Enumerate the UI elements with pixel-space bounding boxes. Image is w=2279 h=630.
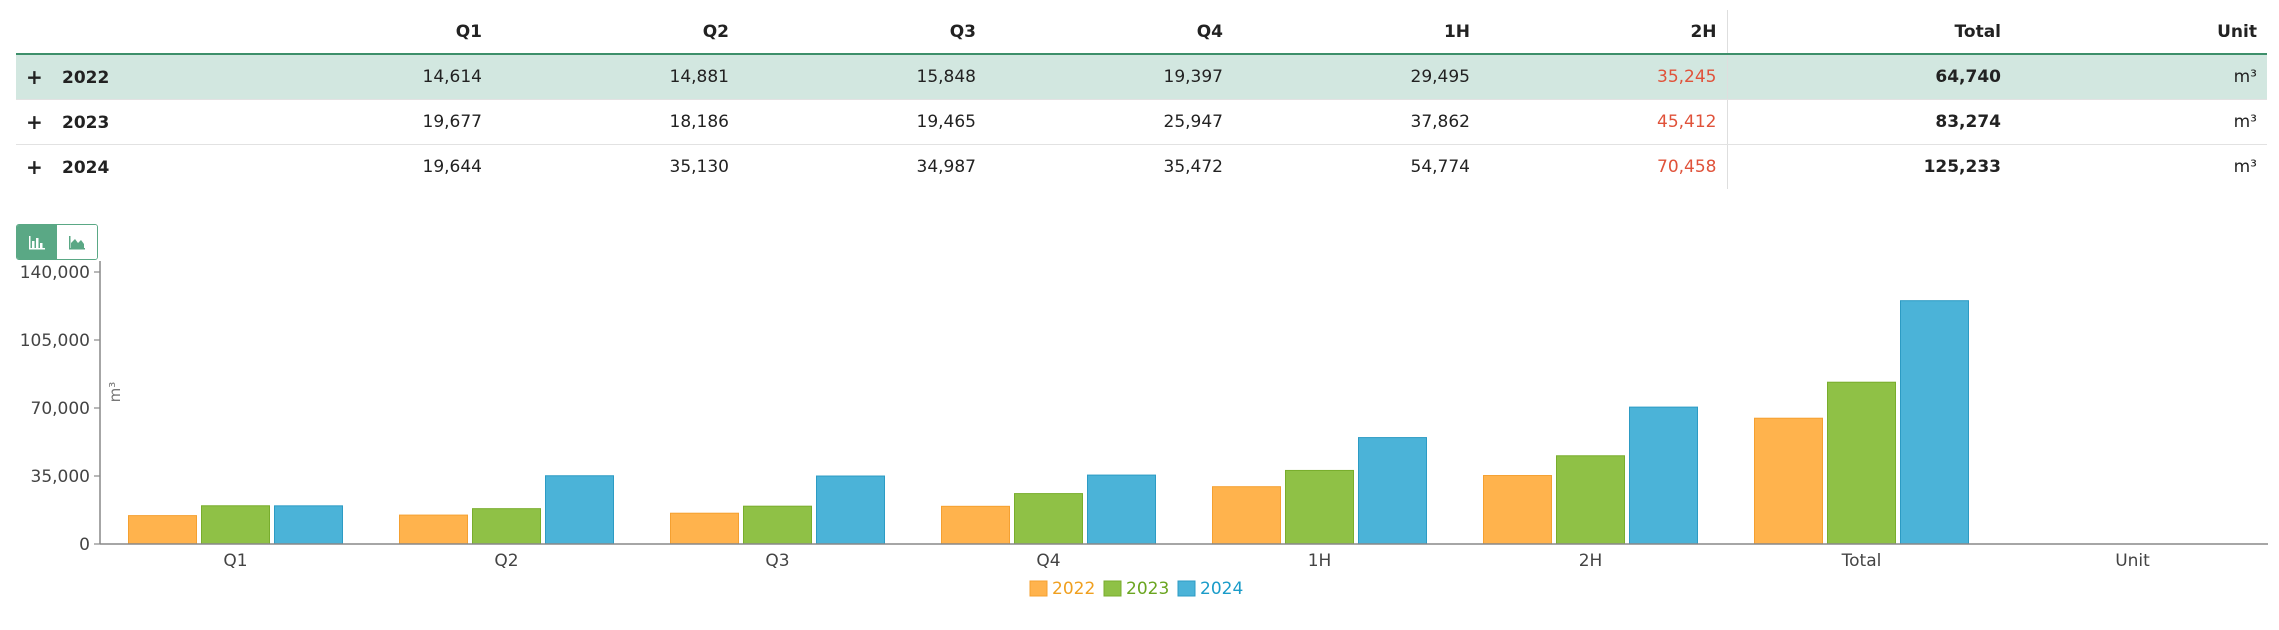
y-tick-label: 35,000	[31, 467, 90, 487]
cell-2h: 35,245	[1480, 54, 1728, 100]
bar-2022-total[interactable]	[1754, 417, 1823, 545]
legend-swatch-2024[interactable]	[1177, 580, 1196, 597]
cell-1h: 29,495	[1233, 54, 1480, 100]
chart-type-toggle	[16, 224, 98, 260]
header-2h[interactable]: 2H	[1480, 10, 1728, 55]
area-chart-button[interactable]	[57, 225, 97, 259]
row-label: +2023	[16, 99, 245, 145]
cell-2h: 70,458	[1480, 144, 1728, 189]
header-q1[interactable]: Q1	[245, 10, 492, 55]
bar-2022-q4[interactable]	[941, 505, 1010, 545]
cell-q3: 34,987	[916, 157, 976, 177]
cell-total: 83,274	[1727, 99, 2011, 145]
y-tick-label: 0	[79, 535, 90, 555]
table-row[interactable]: +2024 19,644 35,130 34,987 35,472 54,774…	[16, 144, 2267, 190]
row-year: 2022	[62, 68, 110, 88]
bar-2023-total[interactable]	[1827, 381, 1896, 545]
y-tick-label: 140,000	[20, 263, 90, 283]
bar-chart-icon	[29, 236, 45, 250]
bar-2023-1h[interactable]	[1285, 469, 1354, 545]
header-q2[interactable]: Q2	[492, 10, 739, 55]
x-tick-label: Total	[1841, 551, 1882, 571]
table-row[interactable]: +2022 14,614 14,881 15,848 19,397 29,495…	[16, 54, 2267, 100]
table-header-row: Q1 Q2 Q3 Q4 1H 2H Total Unit	[16, 10, 2267, 55]
legend-swatch-2022[interactable]	[1029, 580, 1048, 597]
bar-2022-2h[interactable]	[1483, 475, 1552, 545]
expand-plus-icon[interactable]: +	[26, 65, 43, 89]
legend-label-2023[interactable]: 2023	[1126, 579, 1169, 599]
expand-plus-icon[interactable]: +	[26, 155, 43, 179]
x-tick-label: 1H	[1308, 551, 1332, 571]
x-tick-label: Q1	[223, 551, 247, 571]
cell-q1: 19,644	[422, 157, 482, 177]
x-tick-label: Q4	[1036, 551, 1060, 571]
bar-2023-q2[interactable]	[472, 508, 541, 545]
row-label: +2024	[16, 145, 245, 190]
bar-2024-q1[interactable]	[274, 505, 343, 545]
bar-2024-2h[interactable]	[1629, 406, 1698, 545]
legend-swatch-2023[interactable]	[1103, 580, 1122, 597]
bar-2024-1h[interactable]	[1358, 437, 1427, 545]
x-tick-label: Unit	[2115, 551, 2150, 571]
bar-2023-q4[interactable]	[1014, 493, 1083, 545]
cell-unit: m³	[2011, 54, 2267, 100]
row-label: +2022	[16, 54, 245, 100]
bar-2024-q4[interactable]	[1087, 474, 1156, 545]
bar-2024-q2[interactable]	[545, 475, 614, 545]
cell-q4: 19,397	[986, 54, 1233, 100]
bar-2022-1h[interactable]	[1212, 486, 1281, 545]
header-unit[interactable]: Unit	[2011, 10, 2267, 55]
cell-q2: 35,130	[669, 157, 729, 177]
bar-chart-button[interactable]	[17, 225, 57, 259]
row-year: 2023	[62, 113, 110, 133]
y-tick-label: 70,000	[31, 399, 90, 419]
x-tick-label: 2H	[1579, 551, 1603, 571]
cell-q3: 19,465	[739, 99, 986, 145]
cell-q2: 14,881	[492, 54, 739, 100]
cell-1h: 54,774	[1410, 157, 1470, 177]
cell-q3: 15,848	[739, 54, 986, 100]
y-tick-label: 105,000	[20, 331, 90, 351]
x-tick-label: Q2	[494, 551, 518, 571]
bar-2024-total[interactable]	[1900, 300, 1969, 545]
cell-unit: m³	[2011, 99, 2267, 145]
cell-q2: 18,186	[492, 99, 739, 145]
bar-2022-q2[interactable]	[399, 514, 468, 545]
x-tick-label: Q3	[765, 551, 789, 571]
bar-2023-2h[interactable]	[1556, 455, 1625, 545]
cell-2h: 45,412	[1480, 99, 1728, 145]
header-q3[interactable]: Q3	[739, 10, 986, 55]
bar-2024-q3[interactable]	[816, 475, 885, 545]
header-1h[interactable]: 1H	[1233, 10, 1480, 55]
bar-2023-q1[interactable]	[201, 505, 270, 545]
cell-q4: 35,472	[1163, 157, 1223, 177]
cell-q1: 14,614	[245, 54, 492, 100]
cell-q1: 19,677	[245, 99, 492, 145]
legend-label-2022[interactable]: 2022	[1052, 579, 1095, 599]
row-year: 2024	[62, 158, 110, 178]
header-q4[interactable]: Q4	[986, 10, 1233, 55]
cell-1h: 37,862	[1233, 99, 1480, 145]
header-blank	[16, 10, 245, 55]
expand-plus-icon[interactable]: +	[26, 110, 43, 134]
y-axis-title: m³	[106, 382, 124, 403]
cell-q4: 25,947	[986, 99, 1233, 145]
header-total[interactable]: Total	[1727, 10, 2011, 55]
cell-unit: m³	[2233, 157, 2257, 177]
bar-2022-q1[interactable]	[128, 515, 197, 545]
bar-2022-q3[interactable]	[670, 512, 739, 545]
cell-total: 64,740	[1727, 54, 2011, 100]
bar-2023-q3[interactable]	[743, 505, 812, 545]
cell-total: 125,233	[1923, 157, 2001, 177]
data-table: Q1 Q2 Q3 Q4 1H 2H Total Unit +2022 14,61…	[16, 10, 2267, 189]
legend-label-2024[interactable]: 2024	[1200, 579, 1243, 599]
area-chart-icon	[69, 236, 85, 250]
table-row[interactable]: +2023 19,677 18,186 19,465 25,947 37,862…	[16, 99, 2267, 145]
